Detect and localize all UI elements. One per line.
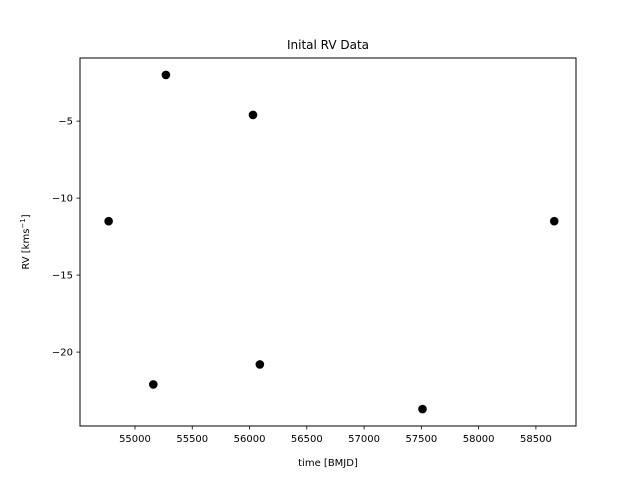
y-axis: −5 −10 −15 −20 [52, 117, 80, 359]
y-axis-label-superscript: −1 [19, 218, 27, 228]
plot-area [79, 57, 577, 427]
data-point [149, 380, 158, 389]
x-axis-label: time [BMJD] [298, 458, 358, 469]
data-point [248, 110, 258, 120]
chart-title: Inital RV Data [287, 38, 369, 52]
y-axis-label-close: ] [21, 214, 32, 218]
data-point [255, 360, 265, 369]
x-tick-label: 58500 [520, 434, 552, 445]
data-points [104, 70, 559, 414]
y-tick-label: −5 [58, 117, 73, 128]
data-point [104, 216, 113, 226]
x-tick-label: 56500 [291, 434, 323, 445]
data-point [549, 216, 559, 226]
x-tick-label: 58000 [463, 434, 495, 445]
data-point [161, 70, 171, 80]
x-tick-label: 57000 [348, 434, 380, 445]
x-axis: 55000 55500 56000 56500 57000 57500 58000 58500 [119, 426, 552, 445]
x-tick-label: 55000 [119, 434, 151, 445]
x-tick-label: 55500 [176, 434, 208, 445]
y-axis-label-main: RV [kms [21, 229, 32, 270]
data-point [418, 404, 427, 414]
y-tick-label: −10 [52, 194, 73, 205]
x-tick-label: 56000 [234, 434, 266, 445]
y-axis-label: RV [kms−1] [19, 214, 32, 269]
y-tick-label: −20 [52, 348, 73, 359]
x-tick-label: 57500 [405, 434, 437, 445]
y-tick-label: −15 [52, 271, 73, 282]
